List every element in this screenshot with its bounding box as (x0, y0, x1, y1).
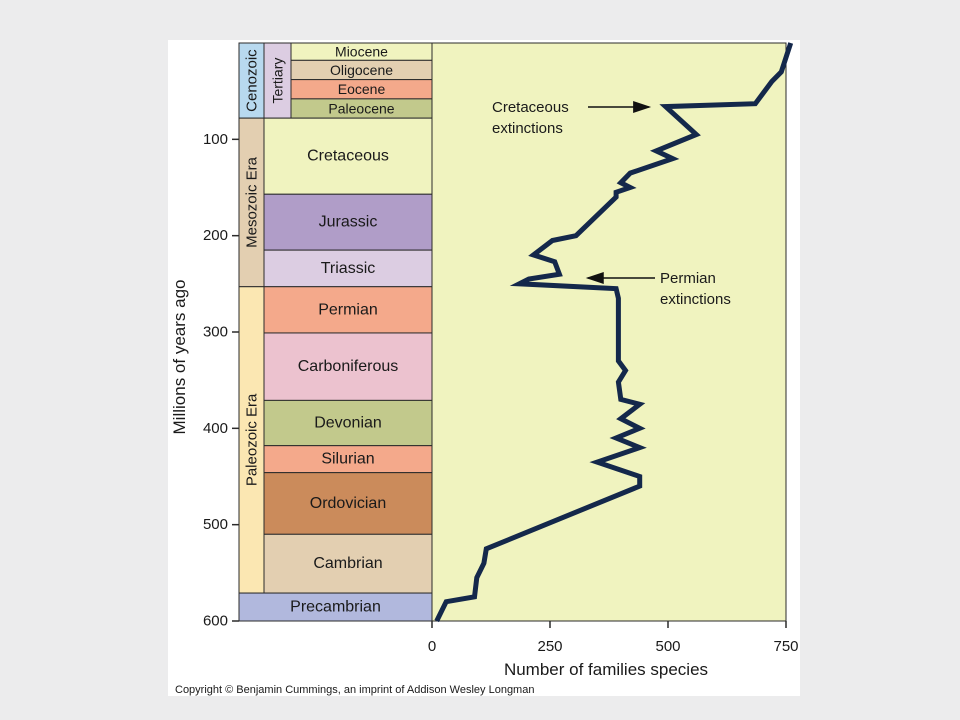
annotations: Cretaceous extinctions Permian extinctions (492, 99, 731, 308)
diversity-line (434, 42, 794, 623)
period-label-oligocene: Oligocene (330, 62, 393, 78)
period-label-cretaceous: Cretaceous (307, 148, 389, 165)
axes: 100 200 300 400 500 600 0 250 500 750 (203, 131, 799, 655)
period-label-triassic: Triassic (321, 260, 376, 277)
y-tick-label-300: 300 (203, 324, 228, 341)
x-tick-label-250: 250 (537, 638, 562, 655)
period-band-jurassic (263, 193, 433, 251)
annotation-arrow-cretaceous-head (633, 101, 652, 113)
geologic-timescale: Cenozoic Mesozoic Era Paleozoic Era Tertiar… (238, 42, 433, 622)
plot-background (431, 42, 787, 622)
period-label-eocene: Eocene (338, 81, 386, 97)
era-label-cenozoic: Cenozoic (244, 49, 261, 112)
period-band-permian (263, 286, 433, 334)
y-axis-label: Millions of years ago (170, 280, 189, 435)
period-band-devonian (263, 399, 433, 447)
annotation-text-permian-line1: Permian (660, 270, 716, 287)
subdivision-label-tertiary: Tertiary (270, 58, 286, 104)
period-label-paleocene: Paleocene (328, 101, 394, 117)
annotation-text-permian-line2: extinctions (660, 291, 731, 308)
period-label-precambrian: Precambrian (290, 599, 381, 616)
plot-area (431, 42, 794, 623)
annotation-arrow-permian-head (585, 272, 604, 284)
period-label-miocene: Miocene (335, 44, 388, 60)
y-tick-label-200: 200 (203, 227, 228, 244)
y-tick-label-500: 500 (203, 516, 228, 533)
era-label-mesozoic-era: Mesozoic Era (244, 156, 261, 248)
y-tick-label-600: 600 (203, 613, 228, 630)
period-label-ordovician: Ordovician (310, 495, 386, 512)
annotation-text-cretaceous-line1: Cretaceous (492, 99, 569, 116)
period-label-silurian: Silurian (321, 451, 374, 468)
period-band-ordovician (263, 472, 433, 535)
x-tick-label-750: 750 (773, 638, 798, 655)
era-label-paleozoic-era: Paleozoic Era (244, 393, 261, 486)
annotation-text-cretaceous-line2: extinctions (492, 120, 563, 137)
x-axis-label: Number of families species (504, 660, 708, 679)
period-label-devonian: Devonian (314, 415, 382, 432)
y-tick-label-100: 100 (203, 131, 228, 148)
period-label-cambrian: Cambrian (313, 555, 382, 572)
x-tick-label-0: 0 (428, 638, 436, 655)
copyright-text: Copyright © Benjamin Cummings, an imprin… (175, 684, 534, 696)
y-tick-label-400: 400 (203, 420, 228, 437)
period-band-precambrian (238, 592, 433, 622)
period-label-permian: Permian (318, 301, 378, 318)
period-label-jurassic: Jurassic (319, 214, 378, 231)
period-band-cambrian (263, 533, 433, 594)
x-tick-label-500: 500 (655, 638, 680, 655)
period-label-carboniferous: Carboniferous (298, 358, 399, 375)
